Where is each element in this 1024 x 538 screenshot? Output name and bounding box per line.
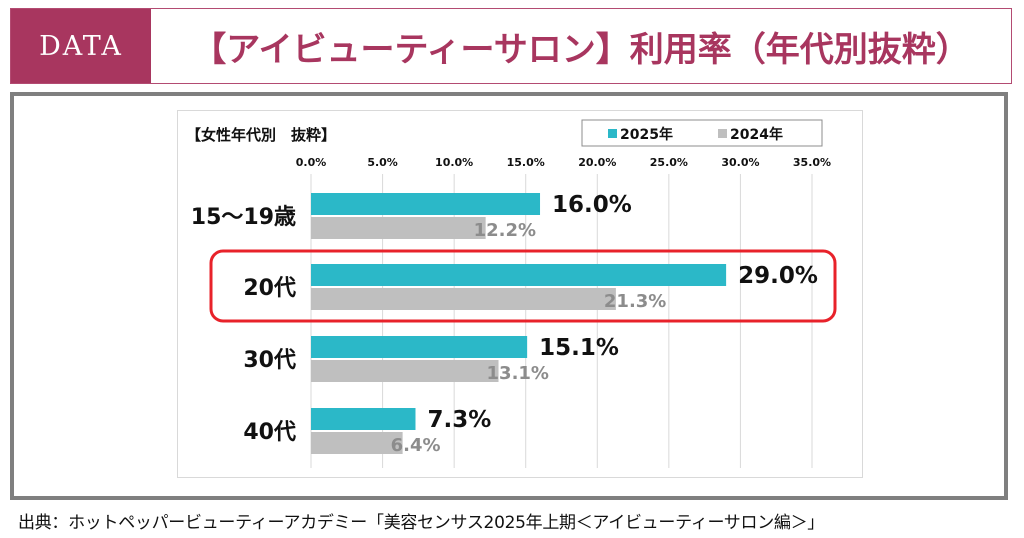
x-tick-label: 15.0% bbox=[507, 156, 545, 169]
value-label-2025: 16.0% bbox=[552, 192, 632, 218]
bar-chart: 【女性年代別 抜粋】 2025年 2024年 0.0% 5.0% 10.0% 15.0… bbox=[186, 119, 837, 468]
header-banner: DATA 【アイビューティーサロン】利用率（年代別抜粋） bbox=[10, 8, 1012, 84]
legend-label-2024: 2024年 bbox=[730, 126, 783, 143]
bar-2024 bbox=[311, 360, 499, 382]
page-title: 【アイビューティーサロン】利用率（年代別抜粋） bbox=[192, 29, 970, 70]
value-label-2024: 12.2% bbox=[474, 220, 536, 241]
legend-label-2025: 2025年 bbox=[620, 126, 673, 143]
bar-2024 bbox=[311, 288, 616, 310]
legend-box bbox=[581, 119, 823, 147]
x-tick-labels: 0.0% 5.0% 10.0% 15.0% 20.0% 25.0% 30.0% 35.0% bbox=[296, 156, 831, 169]
category-labels: 15～19歳 20代 30代 40代 bbox=[191, 205, 296, 445]
chart-title: 【女性年代別 抜粋】 bbox=[186, 126, 336, 144]
value-label-2025: 29.0% bbox=[738, 263, 818, 289]
bar-2024 bbox=[311, 432, 403, 454]
bar-2025 bbox=[311, 408, 416, 430]
highlight-box-20s bbox=[209, 249, 837, 323]
x-tick-label: 10.0% bbox=[435, 156, 473, 169]
value-label-2025: 7.3% bbox=[427, 407, 491, 433]
chart-frame: 【女性年代別 抜粋】 2025年 2024年 0.0% 5.0% 10.0% 15.0… bbox=[10, 92, 1008, 500]
legend-swatch-2024 bbox=[718, 129, 727, 138]
x-tick-label: 0.0% bbox=[296, 156, 327, 169]
bar-2025 bbox=[311, 193, 541, 215]
bar-2024 bbox=[311, 217, 486, 239]
bar-2025 bbox=[311, 336, 528, 358]
x-tick-label: 20.0% bbox=[578, 156, 616, 169]
value-label-2025: 15.1% bbox=[539, 335, 619, 361]
x-tick-label: 30.0% bbox=[721, 156, 759, 169]
value-labels: 16.0% 12.2% 29.0% 21.3% 15.1%13.1% 7.3%6.4% bbox=[391, 192, 818, 456]
value-label-2024: 6.4% bbox=[391, 435, 441, 456]
x-tick-label: 25.0% bbox=[650, 156, 688, 169]
x-tick-label: 35.0% bbox=[793, 156, 831, 169]
data-tag: DATA bbox=[11, 9, 151, 83]
category-label: 15～19歳 bbox=[191, 205, 296, 230]
bar-2025 bbox=[311, 264, 727, 286]
legend-swatch-2025 bbox=[608, 129, 617, 138]
bars bbox=[311, 193, 727, 454]
category-label: 30代 bbox=[243, 348, 296, 373]
value-label-2024: 13.1% bbox=[487, 363, 549, 384]
category-label: 20代 bbox=[243, 276, 296, 301]
source-citation: 出典：ホットペッパービューティーアカデミー「美容センサス2025年上期＜アイビュ… bbox=[18, 513, 825, 533]
x-tick-label: 5.0% bbox=[367, 156, 398, 169]
value-label-2024: 21.3% bbox=[604, 291, 666, 312]
legend: 2025年 2024年 bbox=[581, 119, 823, 147]
category-label: 40代 bbox=[243, 420, 296, 445]
